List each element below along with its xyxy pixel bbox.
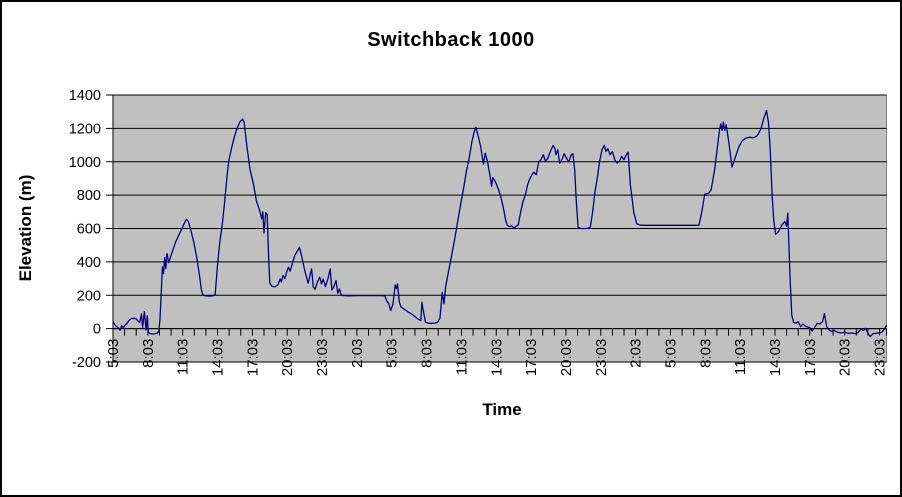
chart-title: Switchback 1000 [367,29,535,51]
x-tick-label: 17:03 [523,339,540,377]
x-tick-label: 17:03 [244,339,261,377]
y-tick-label: 200 [77,288,101,304]
x-tick-label: 2:03 [349,339,366,368]
elevation-series-line [112,109,888,338]
x-tick-label: 17:03 [802,339,819,377]
x-tick-label: 23:03 [314,339,331,377]
x-axis-title: Time [482,400,522,419]
y-tick-label: 600 [77,222,101,238]
x-tick-label: 11:03 [732,339,749,375]
x-tick-label: 11:03 [175,339,192,375]
y-tick-label: 1000 [69,155,101,171]
y-tick-label: 1200 [69,121,101,137]
x-tick-label: 8:03 [419,339,436,368]
x-tick-label: 5:03 [662,339,679,368]
y-tick-label: 800 [77,188,101,204]
x-tick-label: 8:03 [697,339,714,368]
x-tick-label: 14:03 [210,339,227,377]
x-tick-label: 14:03 [488,339,505,377]
y-tick-label: 400 [77,255,101,271]
x-tick-label: 11:03 [453,339,470,375]
y-tick-label: 1400 [69,88,101,104]
y-tick-label: 0 [93,322,101,338]
x-tick-label: 20:03 [837,339,854,377]
x-tick-label: 14:03 [767,339,784,377]
x-tick-label: 2:03 [628,339,645,368]
x-tick-label: 23:03 [593,339,610,377]
y-tick-label: -200 [72,355,101,371]
x-tick-label: 5:03 [105,339,122,368]
x-tick-label: 20:03 [558,339,575,377]
x-tick-label: 8:03 [140,339,157,368]
y-axis-title-text: Elevation (m) [16,174,35,282]
x-tick-label: 23:03 [872,339,889,377]
x-tick-label: 20:03 [279,339,296,377]
x-tick-label: 5:03 [384,339,401,368]
